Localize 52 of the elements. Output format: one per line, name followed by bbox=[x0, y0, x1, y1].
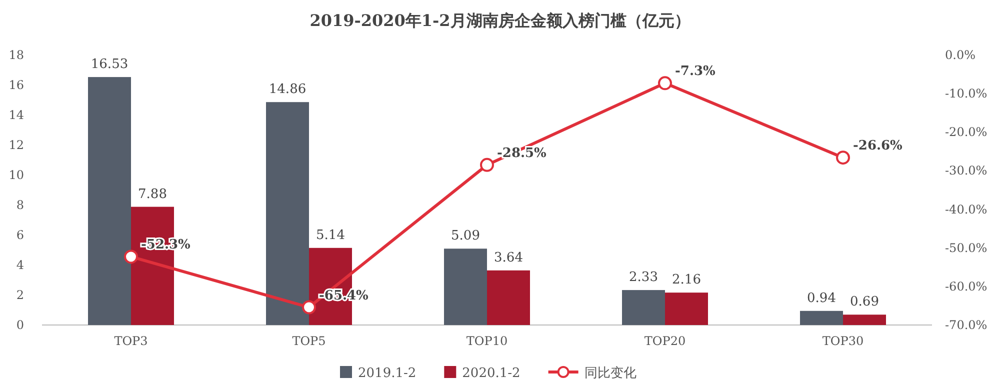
y-tick-label: 2 bbox=[16, 288, 24, 302]
bar bbox=[843, 314, 886, 325]
bar bbox=[444, 248, 487, 325]
point bbox=[658, 76, 672, 90]
y-tick-label: 8 bbox=[16, 198, 24, 212]
y-tick-label: 14 bbox=[8, 108, 24, 122]
bar bbox=[800, 310, 843, 325]
bar bbox=[622, 290, 665, 325]
y2-tick-label: -30.0% bbox=[945, 164, 988, 178]
y2-tick-label: -10.0% bbox=[945, 86, 988, 101]
chart-title: 2019-2020年1-2月湖南房企金额入榜门槛（亿元） bbox=[310, 11, 690, 30]
y2-tick-label: -20.0% bbox=[945, 125, 988, 140]
y2-tick-label: 0.0% bbox=[945, 48, 976, 62]
data-label: 5.14 bbox=[316, 228, 345, 243]
bar bbox=[487, 270, 530, 325]
bar bbox=[266, 102, 309, 325]
data-label: 2.16 bbox=[672, 272, 701, 288]
data-label: -7.3% bbox=[675, 64, 716, 80]
y2-tick-label: -50.0% bbox=[945, 240, 988, 255]
data-label: -26.6% bbox=[853, 138, 904, 154]
data-label: 0.69 bbox=[850, 294, 879, 310]
x-tick-label: TOP10 bbox=[466, 334, 508, 348]
x-tick-label: TOP30 bbox=[822, 334, 864, 348]
data-label: 16.53 bbox=[90, 57, 128, 72]
y-tick-label: 18 bbox=[8, 48, 24, 62]
bar bbox=[88, 77, 131, 325]
data-label: 2.33 bbox=[629, 270, 658, 286]
x-tick-label: TOP5 bbox=[292, 334, 326, 348]
data-label: 0.94 bbox=[807, 290, 836, 306]
x-tick-label: TOP3 bbox=[114, 334, 148, 348]
bar bbox=[665, 292, 708, 325]
y2-tick-label: -40.0% bbox=[945, 202, 988, 216]
data-label: 7.88 bbox=[138, 186, 167, 202]
point bbox=[124, 250, 138, 264]
y2-tick-label: -70.0% bbox=[945, 318, 988, 332]
y-tick-label: 16 bbox=[8, 78, 24, 92]
data-label: 5.09 bbox=[451, 228, 480, 244]
data-label: 14.86 bbox=[268, 82, 306, 98]
y-tick-label: 6 bbox=[16, 228, 24, 242]
legend-label: 2019.1-2 bbox=[358, 366, 416, 381]
point bbox=[480, 158, 494, 172]
y2-tick-label: -60.0% bbox=[945, 279, 988, 294]
y-tick-label: 12 bbox=[8, 138, 24, 152]
point bbox=[302, 300, 316, 314]
point bbox=[836, 150, 850, 165]
y-tick-label: 4 bbox=[16, 258, 24, 272]
data-label: 3.64 bbox=[494, 250, 523, 266]
legend-label: 同比变化 bbox=[584, 366, 636, 381]
legend-label: 2020.1-2 bbox=[462, 366, 520, 381]
y-tick-label: 10 bbox=[8, 168, 24, 182]
x-tick-label: TOP20 bbox=[644, 334, 686, 348]
y-tick-label: 0 bbox=[16, 318, 24, 332]
